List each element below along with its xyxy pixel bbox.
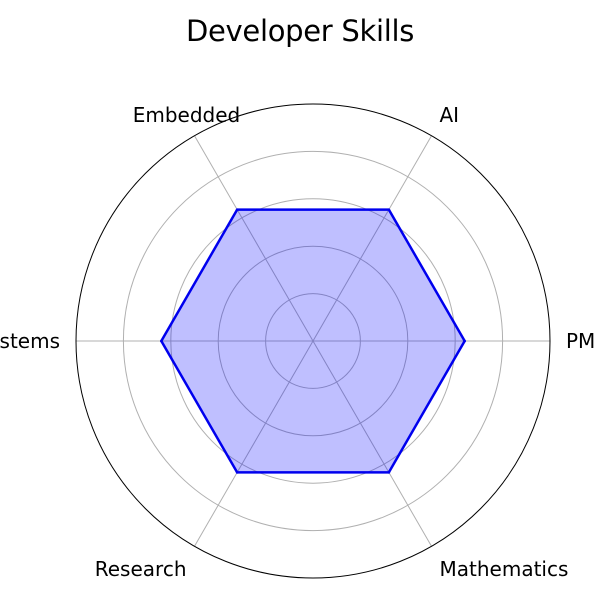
data-point-mathematics xyxy=(387,471,391,474)
outer-ring xyxy=(75,103,551,579)
data-point-research xyxy=(235,471,239,474)
data-point-pm xyxy=(463,339,466,343)
chart-title: Developer Skills xyxy=(185,14,415,48)
data-point-embedded xyxy=(235,208,239,211)
spoke-ai xyxy=(312,135,432,342)
grid-layer xyxy=(75,103,551,579)
data-point-ai xyxy=(387,208,391,211)
label-layer: PM AI Embedded Systems Research Mathematics xyxy=(0,103,595,581)
spoke-research xyxy=(194,340,314,547)
data-point-systems xyxy=(160,339,163,343)
category-label-embedded: Embedded xyxy=(133,103,241,127)
category-label-ai: AI xyxy=(440,103,460,127)
category-label-mathematics: Mathematics xyxy=(440,557,569,581)
spoke-embedded xyxy=(194,135,314,342)
series-area-1 xyxy=(161,209,465,473)
category-label-systems: Systems xyxy=(0,329,60,353)
category-label-research: Research xyxy=(95,557,187,581)
data-layer xyxy=(160,208,466,474)
spoke-mathematics xyxy=(312,340,432,547)
category-label-pm: PM xyxy=(566,329,595,353)
